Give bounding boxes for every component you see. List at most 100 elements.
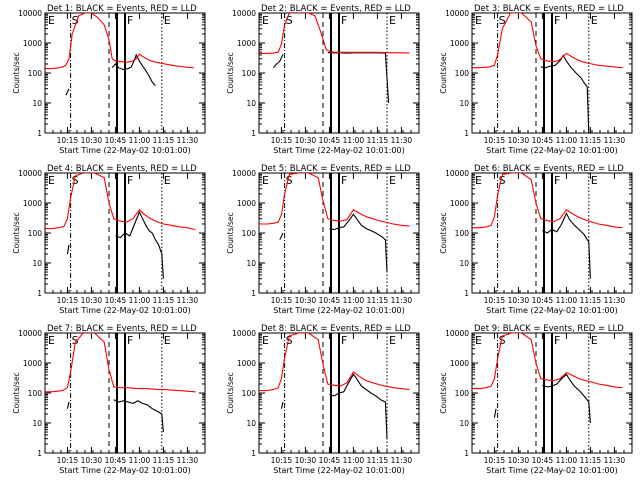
x-tick-label: 11:00	[556, 136, 578, 145]
y-tick-label: 1000	[450, 39, 469, 48]
panel-det-3: Det 3: BLACK = Events, RED = LLD 1 10 100 10…	[439, 4, 633, 155]
x-tick-label: 10:30	[508, 136, 530, 145]
y-tick-label: 10	[32, 259, 42, 268]
panel-det-5: Det 5: BLACK = Events, RED = LLD 1 10 100 10…	[226, 164, 420, 315]
y-tick-label: 10000	[18, 9, 42, 18]
marker-letter: E	[389, 174, 396, 187]
series-events-black	[66, 399, 164, 433]
x-tick-label: 10:45	[319, 136, 341, 145]
x-tick-label: 11:30	[391, 136, 413, 145]
y-axis-label: Counts/sec	[226, 52, 235, 93]
marker-letter: F	[127, 14, 133, 27]
marker-letter: E	[475, 334, 482, 347]
x-tick-label: 10:30	[81, 136, 103, 145]
x-axis-label: Start Time (22-May-02 10:01:00)	[59, 306, 190, 315]
panel-title: Det 3: BLACK = Events, RED = LLD	[474, 4, 624, 14]
y-tick-label: 10000	[18, 169, 42, 178]
y-tick-label: 10	[459, 419, 469, 428]
panel-det-7: Det 7: BLACK = Events, RED = LLD 1 10 100 10…	[12, 324, 206, 475]
x-axis-label: Start Time (22-May-02 10:01:00)	[59, 146, 190, 155]
series-lld-red	[259, 13, 410, 54]
x-tick-label: 10:15	[484, 136, 506, 145]
marker-letter: E	[262, 334, 269, 347]
x-tick-label: 10:30	[81, 296, 103, 305]
panel-det-4: Det 4: BLACK = Events, RED = LLD 1 10 100 10…	[12, 164, 206, 315]
x-axis-label: Start Time (22-May-02 10:01:00)	[486, 466, 617, 475]
marker-letter: E	[389, 334, 396, 347]
y-tick-label: 100	[455, 229, 470, 238]
x-tick-label: 10:45	[319, 456, 341, 465]
y-tick-label: 1000	[23, 359, 42, 368]
y-tick-label: 10000	[445, 9, 469, 18]
y-tick-label: 1	[464, 449, 469, 458]
y-axis-label: Counts/sec	[12, 52, 21, 93]
x-tick-label: 11:00	[343, 456, 365, 465]
marker-letter: E	[262, 174, 269, 187]
x-tick-label: 10:30	[508, 456, 530, 465]
x-tick-label: 11:15	[580, 136, 602, 145]
marker-letter: E	[262, 14, 269, 27]
marker-letter: F	[127, 334, 133, 347]
y-tick-label: 1000	[23, 39, 42, 48]
marker-letter: S	[286, 334, 293, 347]
x-tick-label: 10:15	[484, 296, 506, 305]
series-events-black	[280, 373, 388, 439]
series-lld-red	[45, 173, 196, 231]
y-tick-label: 1	[464, 289, 469, 298]
marker-letter: S	[72, 174, 79, 187]
x-tick-label: 10:15	[57, 456, 79, 465]
x-tick-label: 11:15	[367, 136, 389, 145]
x-tick-label: 11:00	[129, 456, 151, 465]
y-tick-label: 10	[32, 419, 42, 428]
series-lld-red	[45, 13, 194, 70]
y-tick-label: 10	[246, 99, 256, 108]
panel-title: Det 6: BLACK = Events, RED = LLD	[474, 164, 624, 174]
marker-letter: S	[499, 174, 506, 187]
marker-letter: E	[591, 334, 598, 347]
y-axis-label: Counts/sec	[439, 52, 448, 93]
y-tick-label: 10	[246, 259, 256, 268]
y-tick-label: 100	[455, 389, 470, 398]
marker-letter: E	[48, 14, 55, 27]
marker-letter: F	[554, 174, 560, 187]
panel-det-2: Det 2: BLACK = Events, RED = LLD 1 10 100 10…	[226, 4, 420, 155]
y-tick-label: 10000	[18, 329, 42, 338]
series-events-black	[279, 213, 388, 273]
series-lld-red	[472, 333, 623, 390]
x-tick-label: 11:30	[177, 296, 199, 305]
marker-letter: S	[72, 334, 79, 347]
y-tick-label: 100	[242, 389, 257, 398]
x-tick-label: 11:00	[556, 296, 578, 305]
x-tick-label: 11:15	[153, 296, 175, 305]
marker-letter: S	[499, 334, 506, 347]
x-tick-label: 10:45	[532, 136, 554, 145]
x-tick-label: 10:15	[271, 456, 293, 465]
x-tick-label: 11:00	[343, 296, 365, 305]
x-axis-label: Start Time (22-May-02 10:01:00)	[59, 466, 190, 475]
x-tick-label: 11:15	[580, 456, 602, 465]
series-lld-red	[259, 173, 410, 227]
y-tick-label: 1000	[237, 39, 256, 48]
x-tick-label: 11:00	[343, 136, 365, 145]
panel-title: Det 8: BLACK = Events, RED = LLD	[261, 324, 411, 334]
marker-letter: E	[48, 174, 55, 187]
marker-letter: E	[164, 174, 171, 187]
series-events-black	[493, 373, 591, 424]
marker-letter: F	[341, 334, 347, 347]
x-axis-label: Start Time (22-May-02 10:01:00)	[273, 306, 404, 315]
series-lld-red	[259, 333, 410, 392]
x-tick-label: 10:45	[105, 296, 127, 305]
marker-letter: F	[341, 14, 347, 27]
y-tick-label: 100	[28, 389, 43, 398]
x-tick-label: 10:15	[57, 296, 79, 305]
series-events-black	[66, 210, 164, 279]
y-tick-label: 100	[28, 69, 43, 78]
x-tick-label: 11:00	[129, 296, 151, 305]
series-lld-red	[45, 333, 196, 393]
x-tick-label: 10:45	[105, 136, 127, 145]
panel-title: Det 7: BLACK = Events, RED = LLD	[47, 324, 197, 334]
panel-det-1: Det 1: BLACK = Events, RED = LLD 1 10 100 10…	[12, 4, 206, 155]
y-axis-label: Counts/sec	[12, 212, 21, 253]
y-tick-label: 1	[251, 129, 256, 138]
